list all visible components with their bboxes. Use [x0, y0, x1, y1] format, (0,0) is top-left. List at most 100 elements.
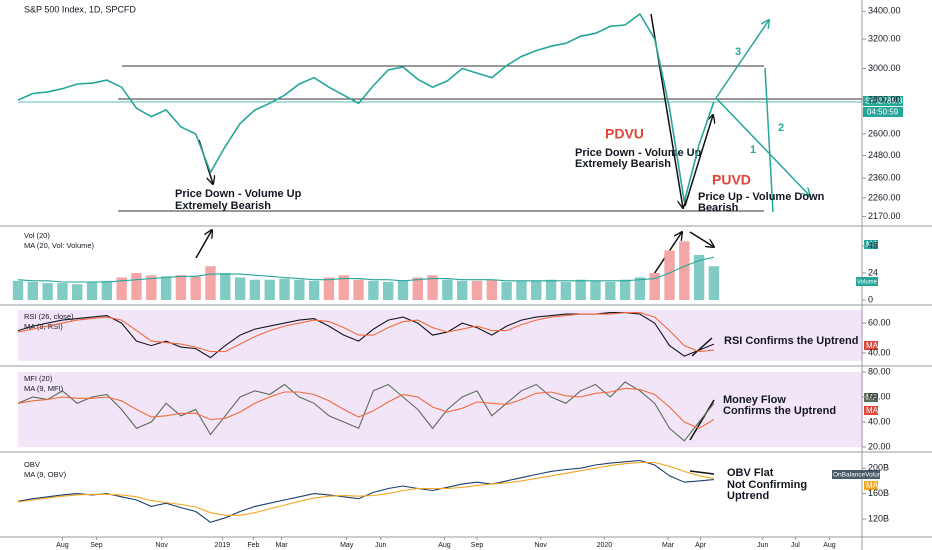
volume-bar [486, 279, 498, 300]
x-tick-label: Sep [90, 542, 103, 549]
series-line [17, 12, 715, 203]
badge-text: MA [866, 481, 879, 490]
legend-entry: Vol (20) [24, 231, 50, 240]
legend-entry: MA (20, Vol: Volume) [24, 241, 95, 250]
volume-bar [338, 275, 349, 300]
x-tick-label: 2020 [597, 542, 613, 549]
badge [864, 481, 878, 490]
volume-bar [353, 279, 364, 300]
y-tick-label: 3200.00 [868, 33, 901, 43]
volume-bar [12, 280, 24, 300]
volume-bar [575, 279, 586, 300]
y-tick-label: 2170.00 [868, 211, 901, 221]
arrow [689, 231, 714, 247]
volume-bar [649, 272, 660, 300]
volume-bar [146, 275, 157, 300]
countdown-badge [863, 107, 903, 117]
annotation: Confirms the Uptrend [723, 405, 836, 417]
y-tick-label: 0 [868, 294, 873, 304]
volume-bar [442, 279, 453, 300]
badge-text: MA [866, 341, 879, 350]
volume-bar [234, 277, 246, 300]
annotation: Price Down - Volume Up [175, 188, 302, 200]
volume-bar [131, 272, 142, 300]
x-tick-label: Mar [662, 542, 675, 549]
y-tick-label: 2800.00 [868, 94, 901, 104]
volume-bar [457, 280, 468, 300]
rsi-band [18, 310, 862, 361]
volume-bar [368, 280, 379, 300]
y-tick-label: 40.00 [868, 347, 891, 357]
volume-bar [397, 280, 409, 300]
series-line [17, 459, 714, 523]
x-tick-label: Aug [823, 542, 836, 549]
x-tick-label: Mar [276, 542, 289, 549]
volume-bar [679, 241, 690, 300]
volume-bar [264, 279, 275, 300]
volume-bar [175, 275, 187, 300]
volume-bar [531, 280, 542, 300]
y-tick-label: 2360.00 [868, 173, 901, 183]
series-line [17, 387, 715, 429]
annotation: Price Down - Volume Up [575, 147, 702, 159]
x-tick-label: Sep [471, 542, 484, 549]
volume-bar [86, 281, 98, 300]
annotation: OBV Flat [727, 467, 774, 479]
volume-bar [560, 281, 572, 300]
volume-bar [190, 276, 201, 300]
badge [864, 406, 878, 415]
badge [864, 393, 878, 402]
x-tick-label: Jun [375, 542, 386, 549]
y-tick-label: 80.00 [868, 366, 891, 376]
trend-line [689, 470, 715, 475]
wave-label: 2 [778, 122, 784, 134]
badge-text: OnBalanceVolume [833, 472, 887, 479]
series-line [17, 312, 714, 353]
volume-bar [693, 254, 705, 300]
volume-bar [101, 280, 113, 300]
series-line [17, 256, 715, 283]
y-tick-label: 40.00 [868, 416, 891, 426]
volume-bar [116, 277, 127, 300]
y-tick-label: 48 [868, 240, 878, 250]
volume-bar [220, 272, 231, 300]
y-tick-label: 200B [868, 463, 889, 473]
y-tick-label: 3400.00 [868, 6, 901, 16]
trend-line [689, 399, 715, 441]
annotation: Money Flow [723, 394, 786, 406]
volume-bar [619, 279, 631, 300]
annotation: PDVU [605, 126, 644, 142]
volume-bar [501, 281, 512, 300]
y-tick-label: 24 [868, 267, 878, 277]
volume-bar [294, 279, 305, 300]
badge-text: SPX [865, 97, 882, 106]
volume-bar [634, 277, 646, 300]
x-tick-label: May [340, 542, 354, 549]
x-tick-label: 2019 [215, 542, 231, 549]
badge-text: 2789.82 [878, 97, 907, 106]
volume-bar [308, 280, 320, 300]
x-tick-label: Feb [247, 542, 259, 549]
arrow [684, 115, 713, 207]
badge-text: 04:50:59 [867, 108, 899, 117]
legend-entry: MFI (20) [24, 374, 53, 383]
y-tick-label: 60.00 [868, 391, 891, 401]
volume-bar [590, 280, 601, 300]
badge-text: MA [866, 406, 879, 415]
volume-bar [545, 279, 557, 300]
volume-bar [471, 280, 483, 300]
volume-bar [72, 284, 83, 300]
volume-bar [27, 281, 38, 300]
x-tick-label: Aug [438, 542, 451, 549]
x-tick-label: Apr [695, 542, 707, 549]
arrow [764, 67, 774, 213]
volume-bar [516, 280, 527, 300]
volume-bar [708, 266, 720, 300]
y-tick-label: 2480.00 [868, 150, 901, 160]
badge-text: Volume [857, 280, 878, 286]
volume-bar [412, 277, 423, 300]
x-tick-label: Jul [791, 542, 800, 549]
price-badge [863, 96, 903, 106]
y-tick-label: 2600.00 [868, 128, 901, 138]
